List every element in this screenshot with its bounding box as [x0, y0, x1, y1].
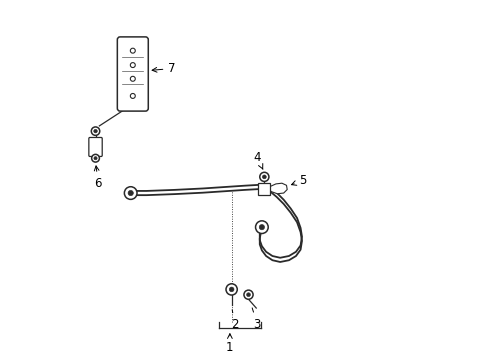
Text: 5: 5 [292, 174, 307, 187]
Circle shape [244, 290, 253, 299]
Circle shape [263, 175, 266, 179]
Circle shape [92, 154, 99, 162]
Text: 6: 6 [94, 166, 102, 190]
Text: 3: 3 [252, 308, 261, 330]
Circle shape [94, 129, 98, 133]
Text: 1: 1 [226, 334, 234, 355]
Polygon shape [270, 183, 287, 194]
Circle shape [260, 172, 269, 181]
FancyBboxPatch shape [89, 138, 102, 157]
Circle shape [259, 225, 265, 230]
Circle shape [128, 190, 133, 196]
Text: 2: 2 [231, 310, 239, 331]
Text: 7: 7 [152, 62, 176, 75]
Circle shape [229, 287, 234, 292]
Circle shape [94, 157, 97, 160]
Circle shape [226, 284, 237, 295]
Circle shape [91, 127, 100, 135]
Circle shape [124, 187, 137, 199]
Text: 4: 4 [253, 151, 263, 169]
FancyBboxPatch shape [117, 37, 148, 111]
Circle shape [246, 293, 250, 297]
Circle shape [256, 221, 268, 234]
FancyBboxPatch shape [258, 183, 270, 195]
